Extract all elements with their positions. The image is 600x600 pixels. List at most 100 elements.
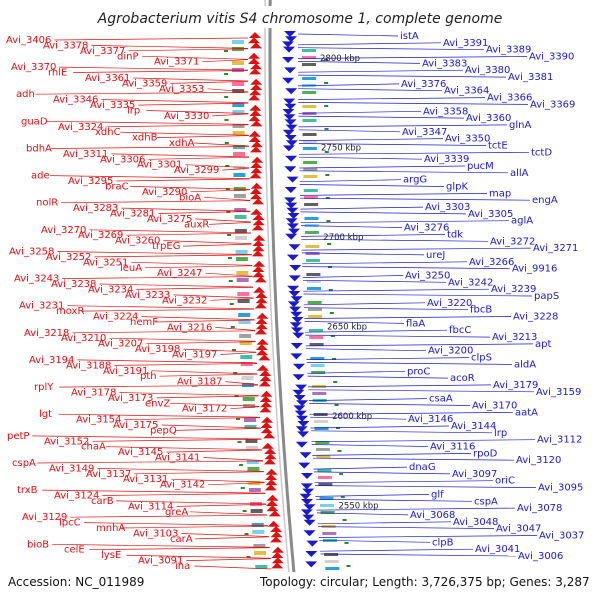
inner-feature-block	[244, 418, 256, 422]
forward-gene-arrow	[248, 115, 261, 122]
left-label-leader	[220, 352, 257, 355]
tick-mark	[224, 73, 229, 75]
left-gene-label: Avi_3275	[147, 214, 192, 225]
reverse-gene-arrow	[293, 395, 306, 401]
left-label-leader	[146, 341, 256, 345]
forward-gene-arrow	[250, 162, 263, 168]
forward-gene-arrow	[249, 68, 262, 75]
forward-gene-arrow	[249, 104, 262, 111]
tick-mark	[327, 243, 332, 245]
inner-feature-block	[237, 299, 250, 303]
outer-feature-block	[303, 196, 318, 199]
tick-mark	[336, 427, 340, 429]
forward-gene-arrow	[250, 208, 263, 215]
left-gene-label: mnhA	[96, 523, 125, 534]
right-label-leader	[298, 69, 464, 73]
right-label-leader	[312, 457, 515, 461]
inner-feature-block	[251, 523, 264, 527]
right-label-leader	[302, 275, 404, 278]
right-label-leader	[314, 485, 537, 488]
forward-gene-arrow	[255, 344, 268, 350]
left-label-leader	[186, 558, 271, 561]
left-label-leader	[138, 102, 249, 106]
scale-label: 2650 kbp	[327, 323, 367, 333]
left-label-leader	[119, 392, 259, 396]
left-gene-label: Avi_3295	[68, 176, 113, 187]
right-gene-label: Avi_3305	[468, 209, 513, 220]
left-gene-label: Avi_3243	[14, 274, 59, 285]
right-gene-label: flaA	[406, 318, 425, 329]
reverse-gene-arrow	[285, 218, 298, 225]
reverse-gene-arrow	[287, 213, 300, 219]
outer-feature-block	[309, 336, 324, 339]
left-label-leader	[209, 222, 251, 225]
tick-mark	[230, 326, 235, 328]
right-label-leader	[298, 143, 487, 146]
right-gene-label: Avi_3041	[475, 544, 520, 555]
right-label-leader	[298, 138, 444, 141]
reverse-gene-arrow	[284, 187, 297, 193]
tick-mark	[232, 349, 236, 351]
forward-gene-arrow	[253, 286, 266, 293]
right-gene-label: Avi_3239	[491, 284, 536, 295]
right-gene-label: Avi_3146	[408, 414, 453, 425]
right-label-leader	[319, 548, 474, 552]
inner-feature-block	[255, 565, 268, 569]
left-gene-label: envZ	[145, 398, 170, 409]
backbone-outer	[268, 0, 298, 600]
outer-feature-block	[302, 105, 317, 108]
forward-gene-arrow	[255, 328, 268, 335]
forward-gene-arrow	[252, 240, 265, 246]
inner-feature-block	[233, 173, 246, 177]
forward-gene-arrow	[249, 188, 262, 194]
left-label-leader	[131, 261, 253, 266]
right-gene-label: Avi_3364	[444, 86, 489, 97]
outer-feature-block	[310, 357, 325, 360]
forward-gene-arrow	[248, 136, 261, 142]
outer-feature-block	[304, 203, 319, 206]
inner-feature-block	[235, 257, 248, 261]
left-label-leader	[159, 373, 258, 377]
forward-gene-arrow	[263, 458, 276, 465]
tick-mark	[324, 82, 329, 84]
left-label-leader	[97, 468, 264, 472]
tick-mark	[339, 473, 344, 475]
right-label-leader	[300, 206, 424, 210]
right-label-leader	[316, 507, 516, 511]
left-gene-label: Avi_3252	[46, 252, 91, 263]
left-gene-label: Avi_3152	[44, 436, 89, 447]
inner-feature-block	[238, 313, 251, 317]
outer-feature-block	[302, 119, 317, 122]
right-gene-label: Avi_3390	[529, 52, 574, 63]
left-gene-label: moxR	[56, 306, 84, 317]
right-gene-label: cspA	[474, 496, 498, 507]
forward-gene-arrow	[255, 318, 268, 324]
left-label-leader	[106, 446, 262, 451]
right-gene-label: Avi_3369	[530, 99, 575, 110]
right-label-leader	[298, 74, 507, 78]
reverse-gene-arrow	[284, 135, 297, 141]
right-label-leader	[297, 47, 485, 51]
right-gene-label: Avi_3250	[405, 271, 450, 282]
forward-gene-arrow	[251, 250, 264, 257]
forward-gene-arrow	[250, 84, 263, 90]
reverse-gene-arrow	[286, 176, 299, 183]
tick-mark	[337, 450, 342, 452]
left-gene-label: Avi_3260	[115, 236, 160, 247]
reverse-gene-arrow	[286, 254, 299, 261]
reverse-gene-arrow	[300, 483, 313, 490]
outer-feature-block	[302, 91, 317, 94]
left-gene-label: carB	[91, 496, 114, 507]
left-label-leader	[225, 381, 258, 385]
right-gene-label: fbcC	[449, 325, 471, 336]
forward-gene-arrow	[263, 432, 276, 439]
right-gene-label: glnA	[509, 120, 531, 131]
forward-gene-arrow	[250, 42, 262, 49]
right-label-leader	[299, 170, 509, 174]
left-label-leader	[141, 316, 255, 320]
reverse-gene-arrow	[285, 140, 298, 147]
outer-feature-block	[308, 329, 323, 332]
outer-feature-block	[303, 161, 318, 164]
left-label-leader	[230, 406, 260, 410]
right-gene-label: glf	[431, 489, 444, 500]
